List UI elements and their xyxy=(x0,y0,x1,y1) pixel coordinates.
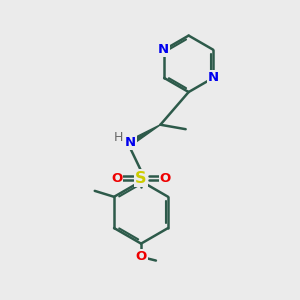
Text: O: O xyxy=(160,172,171,185)
Text: H: H xyxy=(113,131,123,144)
Polygon shape xyxy=(129,125,161,145)
Text: S: S xyxy=(135,171,147,186)
Text: O: O xyxy=(111,172,122,185)
Text: N: N xyxy=(125,136,136,149)
Text: O: O xyxy=(136,250,147,262)
Text: N: N xyxy=(208,71,219,84)
Text: N: N xyxy=(158,43,169,56)
